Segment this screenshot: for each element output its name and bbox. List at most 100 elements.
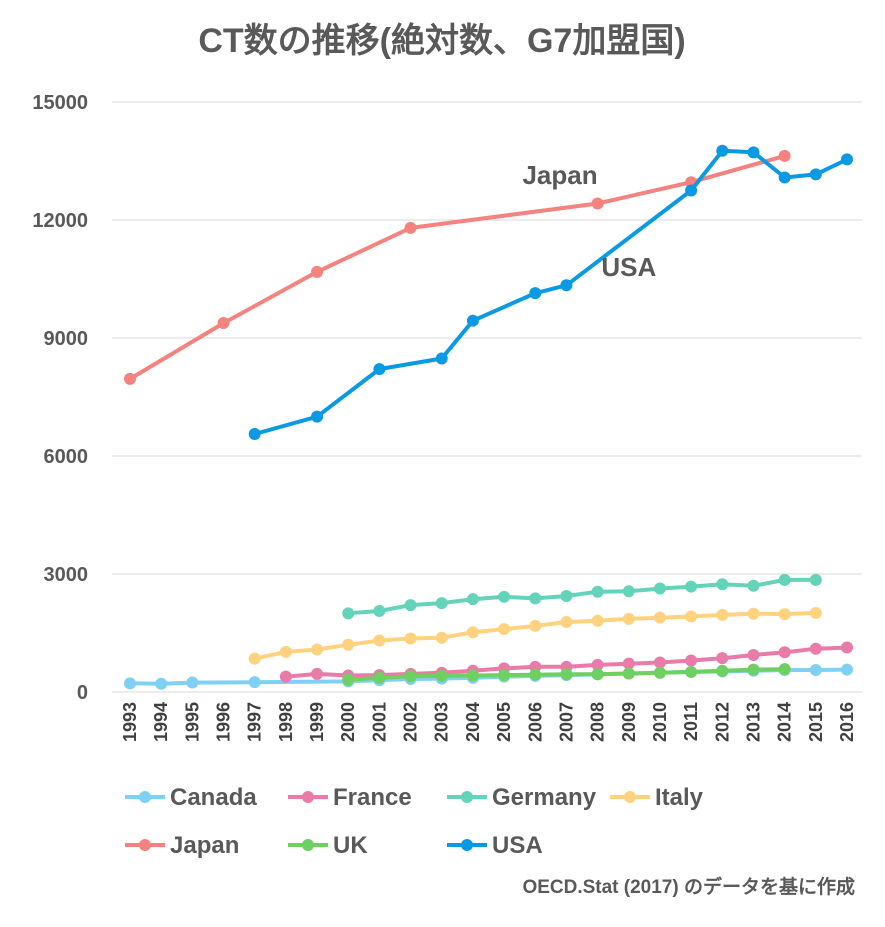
x-tick-label: 2013 — [743, 702, 763, 742]
data-point-france — [841, 641, 853, 654]
data-point-usa — [248, 427, 261, 440]
data-point-germany — [435, 597, 448, 610]
data-point-germany — [498, 590, 511, 603]
data-point-uk — [404, 670, 417, 683]
x-tick-label: 2012 — [712, 702, 732, 742]
data-point-france — [809, 642, 822, 655]
data-point-france — [778, 646, 791, 659]
x-tick-label: 2009 — [619, 702, 639, 742]
x-tick-label: 1993 — [120, 702, 140, 742]
x-tick-label: 2011 — [681, 702, 701, 741]
legend-item-canada: Canada — [125, 784, 257, 811]
legend-item-uk: UK — [288, 832, 368, 859]
data-point-italy — [653, 611, 666, 624]
x-tick-label: 1994 — [151, 702, 171, 742]
legend-swatch-marker — [624, 791, 636, 803]
legend-label: France — [333, 784, 412, 811]
legend-label: Italy — [655, 784, 704, 811]
data-point-germany — [809, 573, 822, 586]
data-point-usa — [373, 363, 386, 376]
legend-item-italy: Italy — [610, 784, 704, 811]
data-point-usa — [841, 153, 853, 166]
x-tick-label: 2003 — [432, 702, 452, 742]
data-point-france — [716, 652, 729, 665]
source-note: OECD.Stat (2017) のデータを基に作成 — [522, 875, 855, 898]
data-point-italy — [342, 638, 355, 651]
data-point-france — [622, 657, 635, 670]
data-point-usa — [747, 146, 760, 159]
data-point-germany — [778, 573, 791, 586]
series-line-italy — [252, 610, 818, 661]
legend-item-usa: USA — [447, 832, 543, 859]
data-point-japan — [217, 317, 230, 330]
legend-label: Japan — [170, 832, 239, 859]
data-point-uk — [685, 665, 698, 678]
data-point-germany — [685, 580, 698, 593]
data-point-france — [747, 649, 760, 662]
x-tick-label: 2002 — [401, 702, 421, 742]
data-point-uk — [529, 668, 542, 681]
data-point-uk — [435, 669, 448, 682]
legend-swatch-marker — [461, 839, 473, 851]
x-axis-ticks: 1993 1994 1995 1996 1997 1998 1999 2000 2001 2002… — [120, 702, 857, 742]
y-axis-ticks: 0 3000 6000 9000 12000 15000 — [32, 92, 88, 704]
legend-item-japan: Japan — [125, 832, 239, 859]
data-point-italy — [279, 645, 292, 658]
data-point-italy — [466, 626, 479, 639]
data-point-france — [311, 667, 324, 680]
x-tick-label: 1995 — [182, 702, 202, 742]
y-tick-label: 9000 — [44, 328, 89, 350]
series-line-germany — [346, 577, 818, 616]
data-point-usa — [778, 171, 791, 184]
legend: Canada France Germany Italy Japan UK USA — [125, 784, 704, 859]
data-point-germany — [529, 592, 542, 605]
data-point-germany — [373, 604, 386, 617]
x-tick-label: 2005 — [494, 702, 514, 742]
data-point-uk — [716, 664, 729, 677]
data-point-japan — [778, 149, 791, 162]
data-point-uk — [653, 666, 666, 679]
data-point-japan — [311, 265, 324, 278]
legend-label: UK — [333, 832, 368, 859]
data-point-canada — [186, 676, 199, 689]
legend-swatch-marker — [302, 839, 314, 851]
data-point-japan — [591, 197, 604, 210]
data-point-italy — [529, 619, 542, 632]
data-point-germany — [653, 582, 666, 595]
data-point-italy — [716, 608, 729, 621]
x-tick-label: 2010 — [650, 702, 670, 742]
data-point-italy — [622, 612, 635, 625]
series-line-usa — [252, 148, 849, 436]
x-tick-label: 2016 — [837, 702, 857, 742]
data-point-usa — [529, 287, 542, 300]
x-tick-label: 2004 — [463, 702, 483, 742]
data-point-usa — [311, 410, 324, 423]
annotation-usa: USA — [601, 252, 656, 282]
data-point-uk — [466, 669, 479, 682]
data-point-uk — [373, 671, 386, 684]
annotation-japan: Japan — [522, 160, 597, 190]
gridlines — [112, 101, 862, 693]
chart-title: CT数の推移(絶対数、G7加盟国) — [198, 21, 685, 60]
data-point-germany — [747, 579, 760, 592]
x-tick-label: 1996 — [214, 702, 234, 742]
data-point-usa — [466, 314, 479, 327]
data-point-italy — [404, 632, 417, 645]
data-point-france — [591, 658, 604, 671]
data-point-italy — [591, 614, 604, 627]
data-point-canada — [809, 663, 822, 676]
data-point-canada — [124, 677, 136, 690]
data-point-germany — [404, 599, 417, 612]
data-point-canada — [155, 677, 168, 690]
legend-label: USA — [492, 832, 543, 859]
legend-swatch-marker — [139, 839, 151, 851]
x-tick-label: 2007 — [556, 702, 576, 742]
x-tick-label: 2001 — [369, 702, 389, 742]
data-point-italy — [311, 643, 324, 656]
data-point-italy — [778, 608, 791, 621]
data-point-france — [279, 670, 292, 683]
data-point-germany — [342, 607, 355, 620]
data-point-italy — [498, 623, 511, 636]
data-point-usa — [809, 168, 822, 181]
